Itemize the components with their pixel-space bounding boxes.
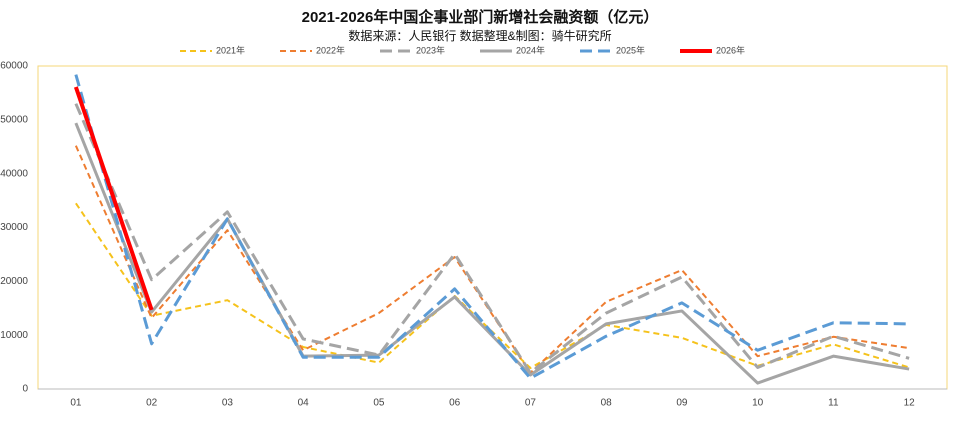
x-tick-label: 07 (525, 398, 537, 409)
x-tick-label: 02 (146, 398, 158, 409)
legend-label: 2023年 (416, 44, 445, 55)
y-tick-label: 30000 (0, 222, 28, 233)
legend-label: 2022年 (316, 44, 345, 55)
y-tick-label: 60000 (0, 61, 28, 72)
legend-label: 2025年 (616, 44, 645, 55)
x-tick-label: 08 (601, 398, 613, 409)
series-line (74, 103, 910, 375)
series-line (74, 145, 910, 374)
x-tick-label: 04 (298, 398, 310, 409)
legend-label: 2026年 (716, 44, 745, 55)
series-line (74, 122, 910, 385)
legend-label: 2024年 (516, 44, 545, 55)
x-tick-label: 03 (222, 398, 234, 409)
y-tick-label: 40000 (0, 168, 28, 179)
chart-subtitle: 数据来源：人民银行 数据整理&制图：骑牛研究所 (348, 28, 611, 43)
x-tick-label: 01 (70, 398, 82, 409)
x-tick-label: 06 (449, 398, 461, 409)
y-tick-label: 50000 (0, 114, 28, 125)
x-tick-label: 05 (373, 398, 385, 409)
x-tick-label: 10 (752, 398, 764, 409)
legend-label: 2021年 (216, 44, 245, 55)
y-tick-label: 0 (22, 384, 28, 395)
x-tick-label: 12 (904, 398, 916, 409)
y-tick-label: 20000 (0, 276, 28, 287)
x-tick-label: 09 (676, 398, 688, 409)
y-tick-label: 10000 (0, 330, 28, 341)
series-line (73, 86, 154, 311)
x-tick-label: 11 (828, 398, 839, 409)
chart-title: 2021-2026年中国企事业部门新增社会融资额（亿元） (302, 8, 659, 26)
series-line (74, 74, 910, 380)
